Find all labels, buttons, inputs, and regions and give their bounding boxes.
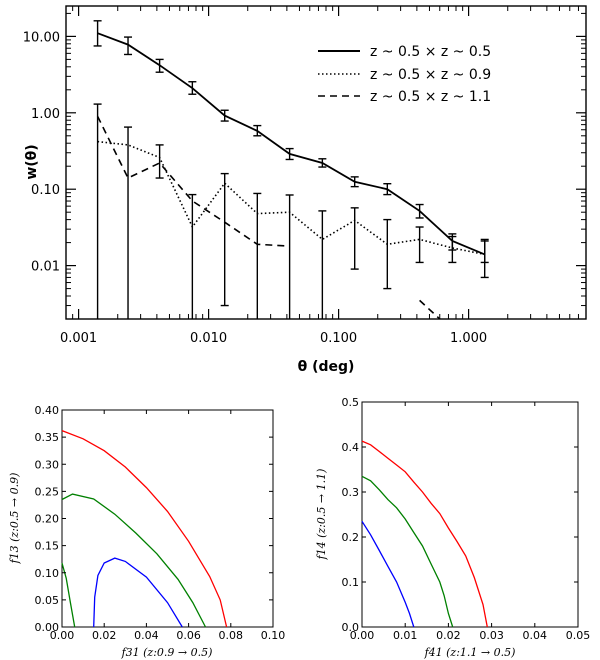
br-xtick-label: 0.02 [436, 629, 461, 642]
top-xlabel: θ (deg) [298, 359, 355, 375]
bl-ytick-label: 0.10 [35, 567, 60, 580]
bl-plot-frame [61, 409, 274, 628]
bl-curve-green [61, 493, 207, 628]
legend-label-3: z ~ 0.5 × z ~ 1.1 [370, 89, 491, 105]
bl-ytick-label: 0.35 [35, 431, 60, 444]
br-curve-green [361, 475, 454, 628]
br-ytick-label: 0.3 [342, 486, 360, 499]
br-curve-red [361, 440, 488, 628]
bl-ylabel: f13 (z:0.5 → 0.9) [8, 473, 21, 565]
top-ytick-label: 0.10 [31, 183, 60, 198]
top-chart: 0.001 0.010 0.100 1.000 10.00 1.00 0.10 0.01 z … [23, 5, 587, 375]
top-ytick-label: 1.00 [31, 107, 60, 122]
top-xtick-label: 0.100 [320, 331, 357, 346]
bl-xtick-label: 0.00 [50, 629, 75, 642]
bottom-left-chart: 0.00 0.02 0.04 0.06 0.08 0.10 0.00 0.05 0.10 0.15… [8, 404, 285, 659]
bl-curve-blue [93, 557, 183, 628]
br-ytick-label: 0.2 [342, 531, 360, 544]
top-ytick-label: 10.00 [23, 30, 60, 45]
br-xlabel: f41 (z:1.1 → 0.5) [424, 646, 516, 659]
br-xtick-label: 0.03 [479, 629, 504, 642]
bl-ytick-label: 0.25 [35, 485, 60, 498]
bl-xtick-label: 0.02 [92, 629, 117, 642]
bl-xlabel: f31 (z:0.9 → 0.5) [121, 646, 213, 659]
bl-ytick-label: 0.40 [35, 404, 60, 417]
top-series-line-3 [419, 299, 441, 320]
top-series-line-3 [96, 115, 290, 247]
br-plot-frame [361, 401, 579, 628]
top-xtick-label: 1.000 [450, 331, 487, 346]
br-xtick-label: 0.01 [393, 629, 418, 642]
br-xtick-label: 0.00 [350, 629, 375, 642]
bl-ytick-label: 0.00 [35, 621, 60, 634]
bl-ytick-label: 0.05 [35, 594, 60, 607]
br-xtick-label: 0.04 [523, 629, 548, 642]
top-ytick-label: 0.01 [31, 260, 60, 275]
br-curve-blue [361, 520, 415, 628]
top-xtick-label: 0.001 [60, 331, 97, 346]
bl-xtick-label: 0.04 [134, 629, 159, 642]
br-ytick-label: 0.5 [342, 396, 360, 409]
br-ylabel: f14 (z:0.5 → 1.1) [315, 469, 328, 561]
bl-xtick-label: 0.06 [176, 629, 201, 642]
bl-xtick-label: 0.08 [219, 629, 244, 642]
top-ylabel: w(θ) [24, 144, 40, 179]
bl-curve-red [61, 429, 228, 628]
bl-curve-green-small [61, 562, 76, 628]
top-series-line-2 [97, 140, 485, 256]
br-ytick-label: 0.1 [342, 576, 360, 589]
legend-label-2: z ~ 0.5 × z ~ 0.9 [370, 67, 491, 83]
bl-ytick-label: 0.20 [35, 513, 60, 526]
top-xtick-label: 0.010 [190, 331, 227, 346]
bl-ytick-label: 0.30 [35, 458, 60, 471]
br-ytick-label: 0.0 [342, 621, 360, 634]
top-plot-frame [65, 5, 587, 320]
br-ytick-label: 0.4 [342, 441, 360, 454]
legend-label-1: z ~ 0.5 × z ~ 0.5 [370, 44, 491, 60]
top-legend: z ~ 0.5 × z ~ 0.5 z ~ 0.5 × z ~ 0.9 z ~ … [318, 44, 491, 105]
br-xtick-label: 0.05 [566, 629, 591, 642]
bottom-right-chart: 0.00 0.01 0.02 0.03 0.04 0.05 0.0 0.1 0.2 0.3 0.4 0… [315, 396, 590, 659]
bl-xtick-label: 0.10 [261, 629, 286, 642]
bl-ytick-label: 0.15 [35, 540, 60, 553]
